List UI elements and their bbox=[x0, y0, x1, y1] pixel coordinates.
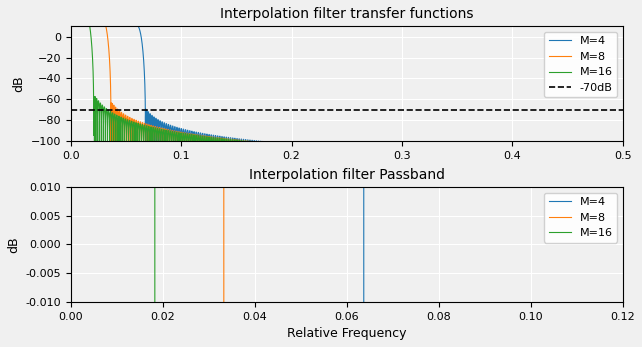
Title: Interpolation filter Passband: Interpolation filter Passband bbox=[248, 168, 445, 182]
M=4 bbox=[476, 144, 483, 148]
M=8 bbox=[581, 144, 589, 148]
Line: M=4: M=4 bbox=[71, 0, 642, 347]
M=16 bbox=[418, 144, 426, 148]
Y-axis label: dB: dB bbox=[7, 236, 20, 253]
Line: M=8: M=8 bbox=[71, 21, 623, 146]
M=16 bbox=[109, 111, 117, 116]
Y-axis label: dB: dB bbox=[12, 75, 25, 92]
Legend: M=4, M=8, M=16, -70dB: M=4, M=8, M=16, -70dB bbox=[544, 32, 617, 98]
Line: M=16: M=16 bbox=[71, 21, 623, 146]
M=16 bbox=[581, 144, 589, 148]
M=16 bbox=[92, 144, 100, 148]
M=4 bbox=[142, 144, 150, 148]
M=8 bbox=[418, 144, 426, 148]
M=16 bbox=[498, 144, 506, 148]
M=16 bbox=[476, 144, 483, 148]
X-axis label: Relative Frequency: Relative Frequency bbox=[287, 327, 406, 340]
M=4 bbox=[297, 144, 304, 148]
M=4 bbox=[130, 22, 138, 26]
M=8 bbox=[67, 19, 74, 23]
M=16 bbox=[67, 19, 74, 23]
M=8 bbox=[498, 144, 506, 148]
M=4 bbox=[498, 144, 506, 148]
M=4 bbox=[67, 22, 74, 26]
Line: M=8: M=8 bbox=[71, 0, 642, 347]
Legend: M=4, M=8, M=16: M=4, M=8, M=16 bbox=[544, 193, 617, 243]
M=8 bbox=[619, 144, 627, 148]
M=8 bbox=[109, 112, 117, 117]
Line: M=16: M=16 bbox=[71, 0, 642, 347]
M=8 bbox=[476, 144, 483, 148]
M=8 bbox=[108, 144, 116, 148]
M=16 bbox=[619, 144, 627, 148]
Line: M=4: M=4 bbox=[71, 24, 623, 146]
Title: Interpolation filter transfer functions: Interpolation filter transfer functions bbox=[220, 7, 474, 21]
M=16 bbox=[297, 144, 304, 148]
M=4 bbox=[109, 22, 117, 26]
M=8 bbox=[297, 144, 304, 148]
M=4 bbox=[418, 144, 426, 148]
M=4 bbox=[619, 144, 627, 148]
M=4 bbox=[581, 144, 589, 148]
